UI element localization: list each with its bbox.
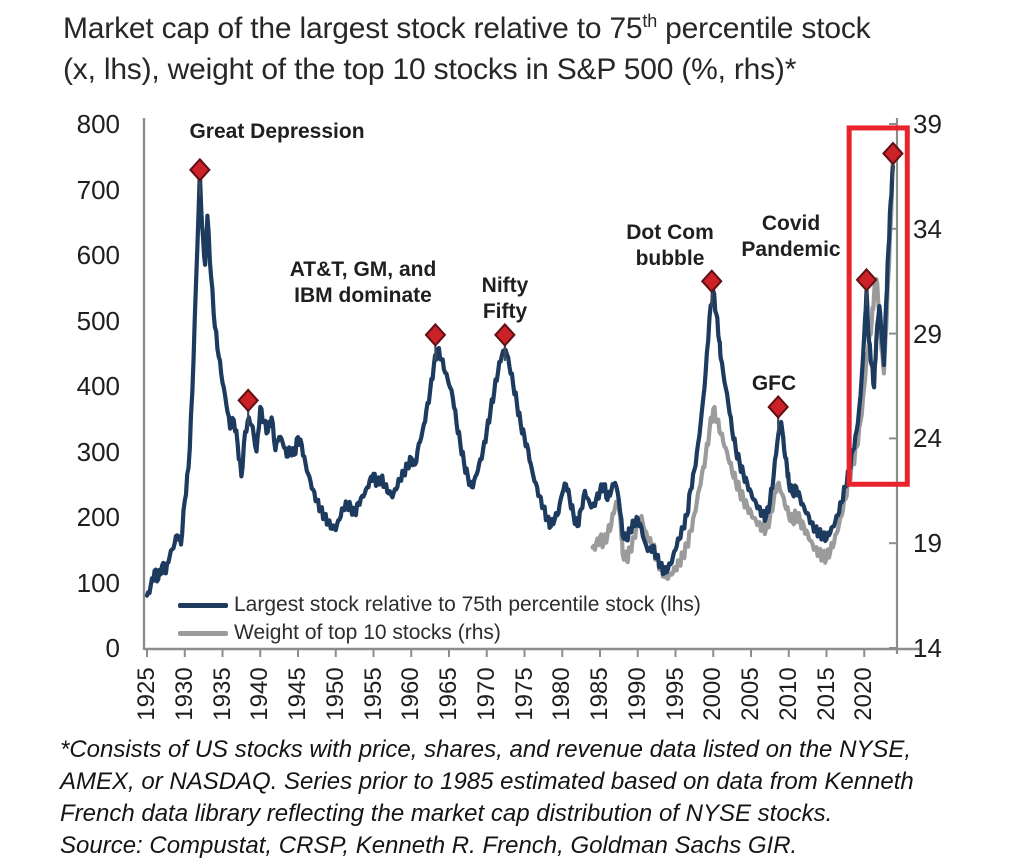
- x-tick-label-1945: 1945: [284, 667, 311, 721]
- x-tick-label-1960: 1960: [397, 667, 425, 721]
- x-tick-label-1935: 1935: [208, 667, 236, 721]
- annotation-gfc: GFC: [751, 372, 797, 395]
- x-tick-label-1980: 1980: [548, 667, 576, 721]
- peak-diamond-marker: [767, 394, 790, 419]
- y-right-tick-label-29: 29: [913, 318, 942, 349]
- peak-diamond-marker: [855, 267, 878, 292]
- y-left-tick-label-400: 400: [76, 371, 120, 401]
- footnote-line-2: AMEX, or NASDAQ. Series prior to 1985 es…: [60, 768, 914, 795]
- peak-diamond-marker: [424, 322, 447, 347]
- peak-diamond-marker: [494, 322, 516, 347]
- y-right-tick-label-24: 24: [913, 423, 942, 454]
- x-tick-label-2010: 2010: [774, 667, 802, 721]
- y-left-tick-label-300: 300: [76, 436, 120, 467]
- chart-title-line2: (x, lhs), weight of the top 10 stocks in…: [63, 53, 797, 86]
- x-tick-label-1995: 1995: [661, 667, 689, 721]
- peak-diamond-marker: [237, 388, 260, 413]
- recent-period-highlight-box: [846, 125, 910, 487]
- x-tick-label-1965: 1965: [435, 667, 462, 721]
- footnote: *Consists of US stocks with price, share…: [60, 734, 914, 859]
- x-tick-label-1970: 1970: [472, 667, 500, 721]
- peak-diamond-marker: [700, 269, 723, 294]
- y-left-tick-label-200: 200: [76, 502, 120, 532]
- peak-diamond-marker: [882, 141, 904, 166]
- series-largest-stock-line: [144, 164, 896, 598]
- y-right-tick-label-39: 39: [913, 109, 942, 139]
- chart-title: Market cap of the largest stock relative…: [63, 8, 871, 90]
- footnote-line-3: French data library reflecting the marke…: [60, 800, 833, 827]
- x-tick-label-1990: 1990: [623, 667, 651, 721]
- annotation-att: AT&T, GM, and IBM dominate: [289, 258, 437, 307]
- y-right-tick-label-19: 19: [913, 528, 942, 559]
- annotation-dot: Dot Com bubble: [626, 221, 714, 270]
- y-right-tick-label-34: 34: [913, 213, 942, 244]
- superscript-th: th: [642, 11, 658, 31]
- x-tick-label-1950: 1950: [321, 667, 349, 721]
- peak-diamond-marker: [189, 157, 211, 182]
- y-left-tick-label-600: 600: [76, 240, 120, 270]
- chart-title-line1: Market cap of the largest stock relative…: [63, 11, 871, 45]
- y-right-tick-label-14: 14: [913, 633, 942, 663]
- y-left-tick-label-500: 500: [76, 305, 120, 336]
- x-tick-label-1930: 1930: [170, 667, 198, 721]
- footnote-source-line: Source: Compustat, CRSP, Kenneth R. Fren…: [60, 832, 798, 859]
- legend-item-top10-weight: Weight of top 10 stocks (rhs): [178, 620, 501, 646]
- x-tick-label-1955: 1955: [359, 667, 387, 721]
- legend-label-top10-weight: Weight of top 10 stocks (rhs): [234, 621, 501, 644]
- x-tick-label-1985: 1985: [586, 667, 613, 721]
- x-tick-label-1925: 1925: [133, 667, 160, 721]
- x-tick-label-2005: 2005: [737, 667, 764, 721]
- annotation-great: Great Depression: [189, 120, 365, 143]
- x-tick-label-2015: 2015: [812, 667, 840, 721]
- y-left-tick-label-700: 700: [76, 174, 120, 205]
- legend-swatch-navy-line: [178, 602, 228, 608]
- annotation-nifty: Nifty Fifty: [481, 274, 529, 323]
- footnote-line-1: *Consists of US stocks with price, share…: [60, 736, 912, 763]
- legend-label-largest-stock: Largest stock relative to 75th percentil…: [234, 593, 701, 616]
- x-tick-label-2020: 2020: [850, 667, 878, 721]
- y-left-tick-label-800: 800: [76, 109, 120, 139]
- legend-swatch-gray-line: [178, 630, 228, 636]
- y-left-tick-label-100: 100: [76, 567, 120, 598]
- x-tick-label-1940: 1940: [246, 667, 274, 721]
- x-tick-label-1975: 1975: [510, 667, 538, 721]
- annotation-covid: Covid Pandemic: [741, 212, 841, 261]
- x-tick-label-2000: 2000: [699, 667, 727, 721]
- y-left-tick-label-0: 0: [105, 633, 120, 663]
- legend-item-largest-stock: Largest stock relative to 75th percentil…: [178, 592, 701, 618]
